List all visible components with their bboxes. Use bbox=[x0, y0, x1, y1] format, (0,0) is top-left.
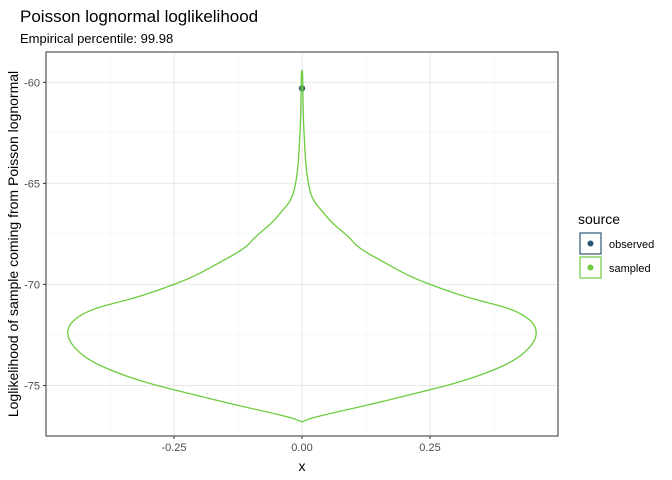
x-tick-label: 0.25 bbox=[419, 442, 440, 454]
y-tick-label: -75 bbox=[24, 380, 40, 392]
legend-dot-sampled bbox=[587, 264, 594, 271]
y-tick-label: -70 bbox=[24, 279, 40, 291]
legend-item-observed: observed bbox=[579, 232, 654, 255]
legend-title: source bbox=[578, 211, 620, 227]
legend-dot-observed bbox=[587, 240, 594, 247]
legend-label-observed: observed bbox=[609, 239, 654, 251]
x-axis-title: x bbox=[299, 458, 306, 474]
legend-item-sampled: sampled bbox=[579, 256, 651, 279]
y-tick-label: -60 bbox=[24, 77, 40, 89]
x-tick-label: -0.25 bbox=[161, 442, 186, 454]
plot-data bbox=[67, 69, 537, 423]
legend-label-sampled: sampled bbox=[609, 263, 651, 275]
axis-ticks: -0.25 0.00 0.25 -60 -65 -70 -75 bbox=[24, 77, 441, 454]
legend: source observed sampled bbox=[578, 211, 654, 279]
y-tick-label: -65 bbox=[24, 178, 40, 190]
grid bbox=[46, 52, 558, 436]
x-tick-label: 0.00 bbox=[291, 442, 312, 454]
point-observed bbox=[298, 85, 306, 92]
chart-subtitle: Empirical percentile: 99.98 bbox=[20, 31, 173, 46]
chart-title: Poisson lognormal loglikelihood bbox=[20, 7, 258, 26]
violin-sampled bbox=[67, 69, 537, 423]
y-axis-title: Loglikelihood of sample coming from Pois… bbox=[5, 71, 21, 417]
